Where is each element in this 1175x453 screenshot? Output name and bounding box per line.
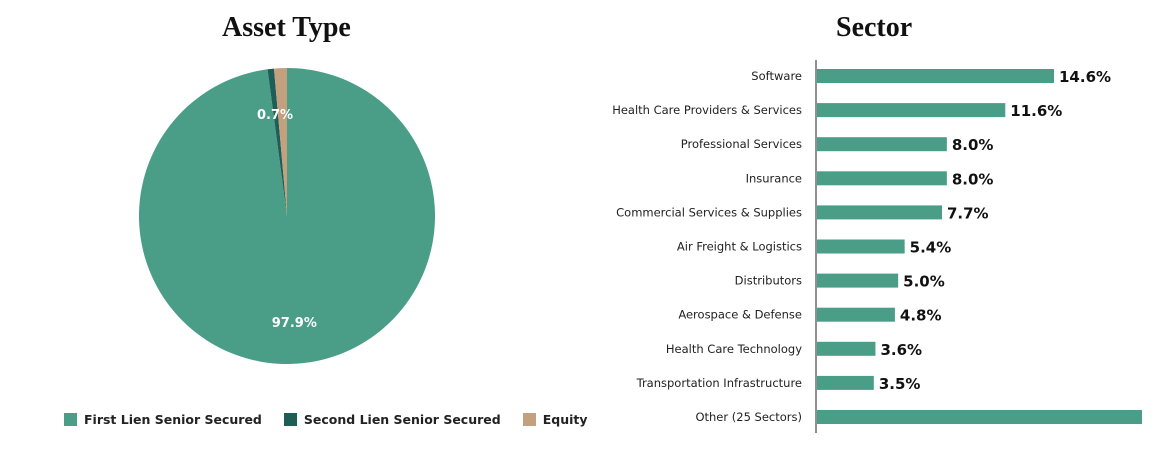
bar-category-label: Distributors <box>735 274 802 288</box>
bar-value-label: 5.4% <box>910 239 952 257</box>
legend-label: First Lien Senior Secured <box>84 412 262 427</box>
bar-category-label: Commercial Services & Supplies <box>616 205 802 219</box>
bar-chart-title: Sector <box>836 12 913 43</box>
bar <box>817 410 1142 424</box>
pie-slice-1 <box>138 68 435 364</box>
pie-slice-2 <box>267 68 287 216</box>
bar <box>817 103 1006 118</box>
bar <box>817 205 942 220</box>
bar-category-label: Transportation Infrastructure <box>636 376 802 390</box>
bar-category-label: Health Care Technology <box>666 342 802 356</box>
bar <box>817 69 1054 83</box>
bar-value-label: 7.7% <box>947 204 989 222</box>
legend-label: Equity <box>542 412 588 427</box>
legend-label: Second Lien Senior Secured <box>303 412 501 427</box>
bar-value-label: 8.0% <box>952 136 994 154</box>
legend-item: Second Lien Senior Secured <box>283 412 501 427</box>
bar <box>817 239 905 254</box>
legend-item: First Lien Senior Secured <box>64 412 262 427</box>
bar-category-label: Air Freight & Logistics <box>677 240 802 254</box>
bar-category-label: Professional Services <box>681 137 802 151</box>
legend-swatch <box>283 413 297 426</box>
pie-chart-title: Asset Type <box>222 12 351 43</box>
pie-slice-label: 97.9% <box>272 316 317 331</box>
bar-value-label: 14.6% <box>1059 68 1111 86</box>
bar <box>817 341 876 356</box>
bar-value-label: 11.6% <box>1010 102 1062 120</box>
bar-category-label: Other (25 Sectors) <box>695 410 802 424</box>
legend-swatch <box>522 413 536 426</box>
bar-category-label: Aerospace & Defense <box>678 308 802 322</box>
bar-value-label: 3.6% <box>880 341 922 359</box>
bar <box>817 273 899 288</box>
bar-category-label: Health Care Providers & Services <box>612 103 802 117</box>
bar-value-label: 4.8% <box>900 307 942 325</box>
pie-legend: First Lien Senior Secured Second Lien Sen… <box>64 412 610 427</box>
pie-annotation-label: 0.7% <box>257 108 293 123</box>
bar <box>817 375 874 390</box>
legend-item: Equity <box>522 412 588 427</box>
bar <box>817 307 895 322</box>
legend-swatch <box>64 413 77 426</box>
pie-slice-3 <box>273 68 287 216</box>
bar-category-label: Insurance <box>746 171 802 185</box>
asset-type-pie-chart: 97.9% 0.7% <box>138 68 435 364</box>
bar-value-label: 5.0% <box>903 273 945 291</box>
bar <box>817 171 947 186</box>
bar-category-label: Software <box>751 69 802 83</box>
bar-value-label: 8.0% <box>952 170 994 188</box>
bar-value-label: 3.5% <box>879 375 921 393</box>
bar <box>817 137 947 152</box>
